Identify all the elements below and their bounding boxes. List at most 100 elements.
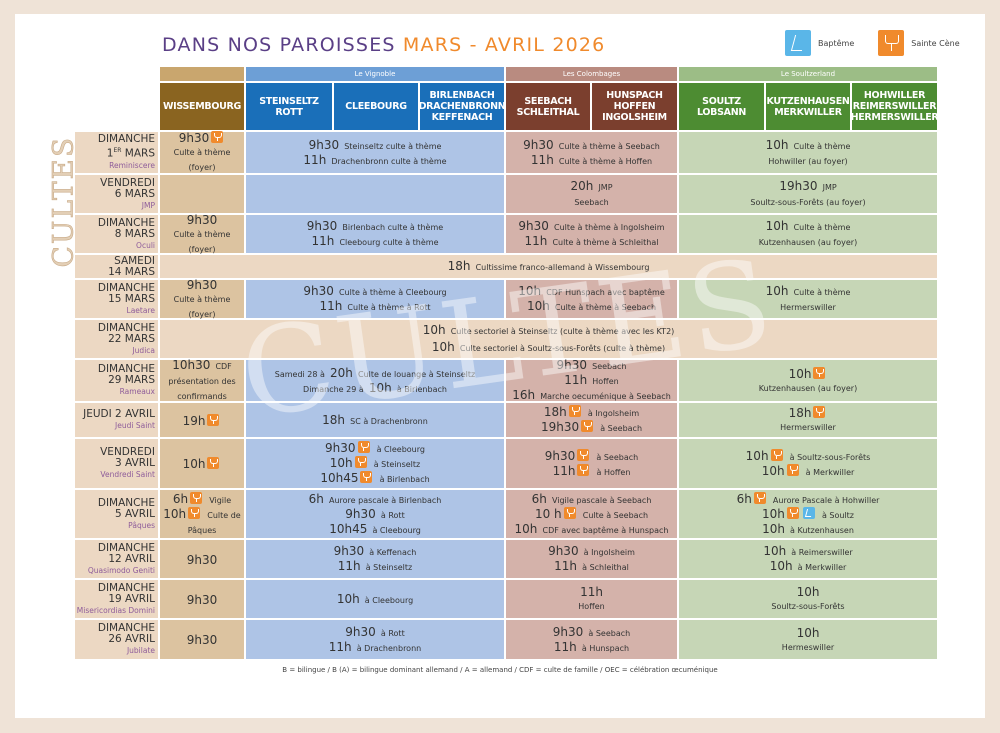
service-text: confirmands <box>177 392 227 401</box>
service-time: 11h <box>524 234 548 248</box>
service-text: Culte à thème à Seebach <box>558 141 660 151</box>
service-time: 9h30 <box>186 277 218 292</box>
liturgical-name: Pâques <box>128 520 155 530</box>
sainte-cene-icon <box>753 491 766 504</box>
service-prefix: Dimanche 29 à <box>303 384 364 394</box>
column-header: SEEBACH SCHLEITHAL <box>506 83 590 130</box>
day-label: DIMANCHE <box>97 541 155 554</box>
service-text: CDF avec baptême à Hunspach <box>542 525 669 535</box>
service-cell-s: 10h Culte à thème Hohwiller (au foyer) <box>679 132 937 173</box>
service-text: à Cleebourg <box>372 525 421 535</box>
date-month: MARS <box>121 147 155 160</box>
service-cell-c: 9h30 Culte à thème à Ingolsheim 11h Culte… <box>506 215 677 253</box>
service-cell-w: 9h30 Culte à thème (foyer) <box>160 213 244 254</box>
service-line: 10h Culte à thème <box>766 219 851 234</box>
column-header: SOULTZ LOBSANN <box>679 83 764 130</box>
date-suffix: ER <box>113 147 122 155</box>
service-text: Cleebourg culte à thème <box>339 238 439 247</box>
service-time: 10h45 <box>329 521 368 536</box>
date-number: 6 MARS <box>114 187 155 200</box>
service-text: SC à Drachenbronn <box>350 416 428 426</box>
sainte-cene-icon <box>357 441 370 453</box>
service-line: 6h Vigile <box>173 491 231 507</box>
service-time: 10h <box>788 366 812 381</box>
service-line: 9h30 Seebach <box>557 358 627 373</box>
service-line: Hermerswiller <box>780 299 836 314</box>
service-line: Culte à thème <box>174 226 231 241</box>
service-line: 9h30 <box>187 213 218 226</box>
service-line: 11h Hoffen <box>564 373 618 388</box>
service-line: 10h45 à Cleebourg <box>329 522 421 537</box>
service-line: Soultz-sous-Forêts (au foyer) <box>750 194 865 209</box>
service-time: 16h <box>512 388 536 402</box>
service-cell-v <box>246 175 504 213</box>
service-line: 10h à Merkwiller <box>770 559 847 574</box>
service-time: 10h30 <box>172 358 211 372</box>
service-line: 9h30 Birlenbach culte à thème <box>307 219 443 234</box>
service-time: 10h <box>765 219 789 233</box>
date-number: 26 AVRIL <box>108 633 155 645</box>
service-time: 11h <box>530 152 554 167</box>
liturgical-name: Jubilate <box>126 646 155 655</box>
service-cell-v: 9h30 Steinseltz culte à thème 11h Drachen… <box>246 132 504 173</box>
column-header: STEINSELTZ ROTT <box>246 83 332 130</box>
liturgical-name: Reminiscere <box>109 160 155 170</box>
column-header: HOHWILLER REIMERSWILLER HERMERSWILLER <box>851 83 939 130</box>
service-time: 10h <box>182 457 206 471</box>
service-line: 10h à Cleebourg <box>337 592 413 607</box>
service-cell-s: 19h30 JMP Soultz-sous-Forêts (au foyer) <box>679 175 937 213</box>
service-time: 9h30 <box>523 137 554 152</box>
service-time: 9h30 <box>186 633 218 647</box>
sainte-cene-icon <box>813 406 826 418</box>
service-text: Hohwiller (au foyer) <box>768 156 848 166</box>
column-header: KUTZENHAUSEN MERKWILLER <box>766 83 850 130</box>
service-text: Hermerswiller <box>780 423 836 432</box>
service-line: 10h à Merkwiller <box>761 463 854 479</box>
service-cell-w: 6h Vigile 10h Culte de Pâques <box>160 490 244 538</box>
date-label: 22 MARS <box>108 332 155 345</box>
service-cell-w: 9h30 <box>160 540 244 578</box>
liturgical-name: Oculi <box>136 240 155 250</box>
service-line: 11h Drachenbronn culte à thème <box>303 153 446 168</box>
service-line: confirmands <box>177 388 227 403</box>
sainte-cene-icon <box>577 448 590 461</box>
service-line: 11h à Hoffen <box>553 463 630 479</box>
service-line: 10h <box>797 585 820 598</box>
service-line: Kutzenhausen (au foyer) <box>759 234 857 249</box>
service-text: Culte à thème à Cleebourg <box>338 288 447 297</box>
date-number: 15 MARS <box>108 292 155 305</box>
legend: Baptême Sainte Cène <box>783 30 960 56</box>
date-cell: VENDREDI 3 AVRIL Vendredi Saint <box>75 439 158 488</box>
service-cell-s: 10h Culte à thème Hermerswiller <box>679 280 937 318</box>
service-line: 10h Culte à thème à Seebach <box>527 299 656 314</box>
service-cell-v: 9h30 Culte à thème à Cleebourg 11h Culte … <box>246 280 504 318</box>
date-label: 6 MARS <box>114 187 155 200</box>
service-line: 6h Vigile pascale à Seebach <box>532 492 652 507</box>
date-label: 3 AVRIL <box>115 458 155 469</box>
service-time: 9h30 <box>308 137 340 152</box>
service-line: 10h30 CDF <box>172 358 232 373</box>
service-cell-c: 9h30 Seebach 11h Hoffen 16h Marche oecumén… <box>506 358 677 402</box>
service-line: Seebach <box>574 194 608 209</box>
service-text: à Keffenach <box>369 548 417 557</box>
service-line: Culte à thème <box>174 291 231 306</box>
date-cell: JEUDI 2 AVRIL Jeudi Saint <box>75 403 158 437</box>
service-text: à Kutzenhausen <box>790 525 854 535</box>
date-cell: DIMANCHE 22 MARS Judica <box>75 320 158 358</box>
service-line: 9h30 <box>187 278 218 291</box>
bapteme-icon <box>785 30 811 56</box>
service-time: 11h <box>319 299 343 313</box>
service-line: Hohwiller (au foyer) <box>768 153 847 168</box>
service-time: 10h <box>761 463 785 478</box>
service-time: 9h30 <box>552 624 584 639</box>
service-text: à Rott <box>380 628 405 638</box>
date-number: 22 MARS <box>108 332 155 345</box>
service-line: 6h Aurore Pascale à Hohwiller <box>737 491 879 507</box>
band-vignoble: Le Vignoble <box>246 67 504 81</box>
date-label: 12 AVRIL <box>108 553 155 565</box>
band-colombages: Les Colombages <box>506 67 677 81</box>
service-line: 9h30 Culte à thème à Seebach <box>523 138 660 153</box>
service-line: 18h à Ingolsheim <box>544 405 639 420</box>
service-cell-c: 9h30 à Ingolsheim 11h à Schleithal <box>506 540 677 578</box>
date-label: 14 MARS <box>108 266 155 278</box>
